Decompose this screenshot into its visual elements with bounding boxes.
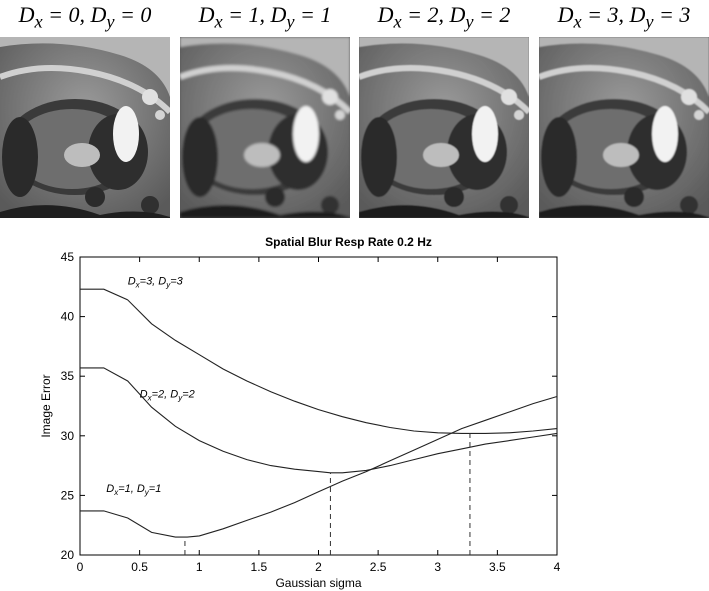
mri-scan-graphic bbox=[0, 37, 170, 218]
plot-frame bbox=[79, 256, 558, 556]
mri-image-0 bbox=[0, 37, 170, 218]
x-tick-label: 1.5 bbox=[251, 560, 268, 574]
y-tick-label: 20 bbox=[61, 548, 75, 562]
y-axis-label: Image Error bbox=[39, 374, 53, 437]
mri-scan-graphic bbox=[180, 37, 350, 218]
mri-image-2 bbox=[359, 37, 529, 218]
x-tick-label: 4 bbox=[554, 560, 561, 574]
y-tick-label: 25 bbox=[61, 488, 75, 502]
mri-image-1 bbox=[180, 37, 350, 218]
x-tick-label: 1 bbox=[196, 560, 203, 574]
chart-title: Spatial Blur Resp Rate 0.2 Hz bbox=[265, 235, 432, 249]
x-tick-label: 0.5 bbox=[131, 560, 148, 574]
line-chart: Spatial Blur Resp Rate 0.2 Hz 0 0.5 1 1.5 2 2.… bbox=[39, 235, 561, 590]
series-line-2 bbox=[80, 367, 558, 474]
x-tick-label: 2 bbox=[315, 560, 322, 574]
x-tick-label: 3 bbox=[434, 560, 441, 574]
x-tick-label: 3.5 bbox=[489, 560, 506, 574]
x-axis-label: Gaussian sigma bbox=[275, 576, 361, 590]
series-line-3 bbox=[80, 288, 558, 434]
y-tick-label: 35 bbox=[61, 369, 75, 383]
series-line-1 bbox=[80, 395, 558, 538]
panel-label-3: Dx = 3, Dy = 3 bbox=[557, 2, 691, 32]
panel-label-1: Dx = 1, Dy = 1 bbox=[198, 2, 332, 32]
panel-label-2: Dx = 2, Dy = 2 bbox=[377, 2, 511, 32]
y-tick-label: 30 bbox=[61, 429, 75, 443]
y-tick-label: 40 bbox=[61, 310, 75, 324]
mri-scan-graphic bbox=[359, 37, 529, 218]
series-label-1: Dx=1, Dy=1 bbox=[106, 483, 161, 497]
x-tick-label: 0 bbox=[77, 560, 84, 574]
mri-image-3 bbox=[539, 37, 709, 218]
panel-label-0: Dx = 0, Dy = 0 bbox=[18, 2, 152, 32]
series-label-2: Dx=2, Dy=2 bbox=[140, 389, 195, 403]
series-label-3: Dx=3, Dy=3 bbox=[128, 275, 184, 289]
x-tick-label: 2.5 bbox=[370, 560, 387, 574]
mri-scan-graphic bbox=[539, 37, 709, 218]
y-tick-label: 45 bbox=[61, 250, 75, 264]
